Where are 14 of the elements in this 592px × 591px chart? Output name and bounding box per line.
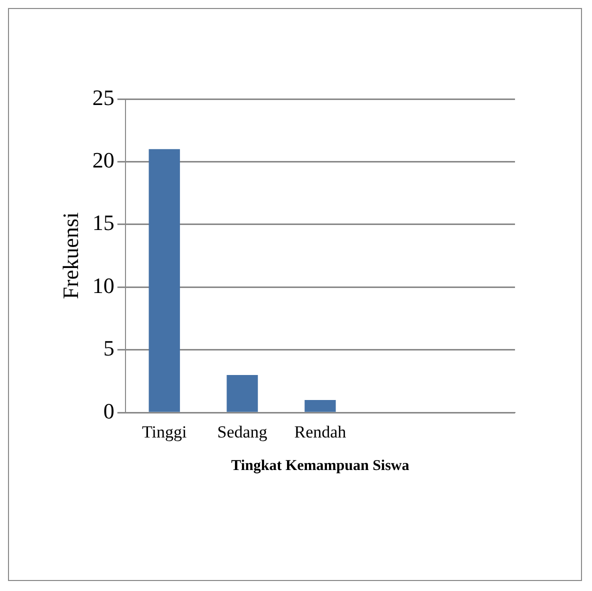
x-tick-label: Tinggi xyxy=(142,422,188,442)
bar xyxy=(304,400,336,412)
y-tick-label: 0 xyxy=(103,398,114,424)
bar xyxy=(226,374,258,412)
bar xyxy=(148,149,180,412)
y-tick-label: 5 xyxy=(103,336,114,361)
y-tick-label: 20 xyxy=(92,148,114,172)
x-axis-title: Tingkat Kemampuan Siswa xyxy=(231,458,410,474)
x-tick-label: Rendah xyxy=(294,422,347,442)
y-axis-title: Frekuensi xyxy=(58,212,83,300)
y-tick-label: 15 xyxy=(92,210,114,236)
x-tick-label: Sedang xyxy=(217,422,268,442)
y-tick-label: 25 xyxy=(92,84,114,110)
y-tick-label: 10 xyxy=(92,272,114,298)
